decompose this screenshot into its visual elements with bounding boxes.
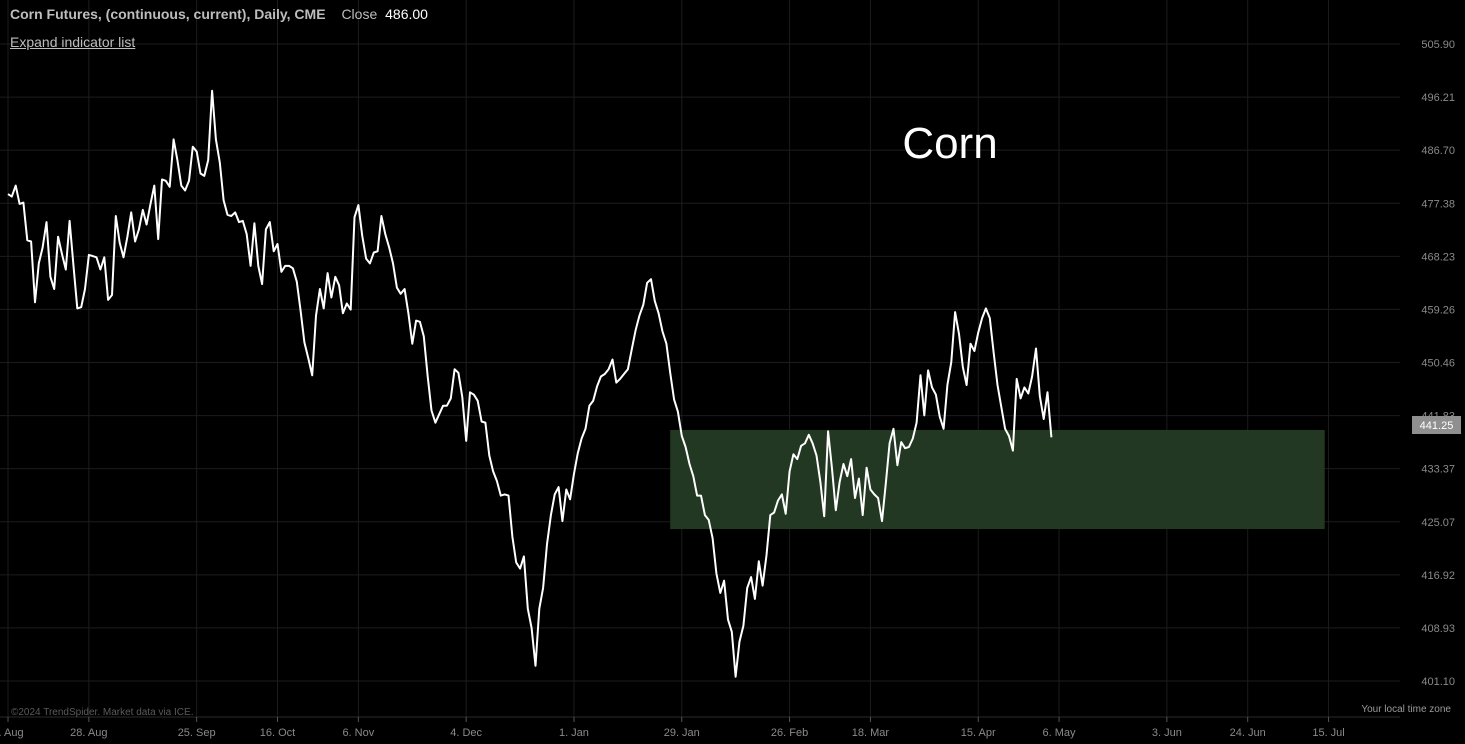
current-price-tag: 441.25 [1412, 416, 1461, 434]
timezone-label[interactable]: Your local time zone [1361, 704, 1451, 715]
x-tick-label: 15. Apr [961, 727, 996, 739]
y-tick-label: 450.46 [1421, 358, 1455, 370]
x-tick-label: 3. Jun [1152, 727, 1182, 739]
x-tick-label: 28. Aug [70, 727, 107, 739]
x-tick-label: 16. Oct [260, 727, 295, 739]
x-tick-label: 29. Jan [664, 727, 700, 739]
x-tick-label: 6. May [1043, 727, 1077, 739]
chart-header: Corn Futures, (continuous, current), Dai… [10, 6, 428, 22]
x-tick-label: 24. Jun [1230, 727, 1266, 739]
x-tick-label: 25. Sep [178, 727, 216, 739]
support-zone [670, 429, 1325, 530]
y-tick-label: 468.23 [1421, 251, 1455, 263]
y-tick-label: 486.70 [1421, 145, 1455, 157]
x-tick-label: 7. Aug [0, 727, 24, 739]
x-tick-label: 4. Dec [450, 727, 482, 739]
close-value: 486.00 [385, 6, 428, 22]
y-tick-label: 496.21 [1421, 92, 1455, 104]
price-series-line [7, 89, 1053, 678]
y-tick-label: 505.90 [1421, 39, 1455, 51]
symbol-title: Corn Futures, (continuous, current), Dai… [10, 6, 326, 22]
y-tick-label: 408.93 [1421, 623, 1455, 635]
y-tick-label: 433.37 [1421, 464, 1455, 476]
x-axis: 7. Aug 28. Aug 25. Sep 16. Oct 6. Nov 4. Dec 1… [0, 717, 1345, 739]
x-tick-label: 15. Jul [1312, 727, 1344, 739]
y-tick-label: 459.26 [1421, 304, 1455, 316]
x-tick-label: 18. Mar [852, 727, 890, 739]
expand-indicator-list-link[interactable]: Expand indicator list [10, 34, 136, 50]
chart-annotation: Corn [902, 119, 997, 168]
close-label: Close [341, 6, 378, 22]
support-zone-layer [670, 429, 1325, 530]
y-tick-label: 416.92 [1421, 570, 1455, 582]
x-tick-label: 6. Nov [342, 727, 374, 739]
price-line-layer [7, 89, 1053, 678]
x-tick-label: 26. Feb [771, 727, 808, 739]
y-tick-label: 401.10 [1421, 676, 1455, 688]
current-price-label: 441.25 [1420, 420, 1454, 432]
y-tick-label: 425.07 [1421, 517, 1455, 529]
x-tick-label: 1. Jan [559, 727, 589, 739]
copyright-note: ©2024 TrendSpider. Market data via ICE. [11, 707, 194, 718]
y-tick-label: 477.38 [1421, 198, 1455, 210]
